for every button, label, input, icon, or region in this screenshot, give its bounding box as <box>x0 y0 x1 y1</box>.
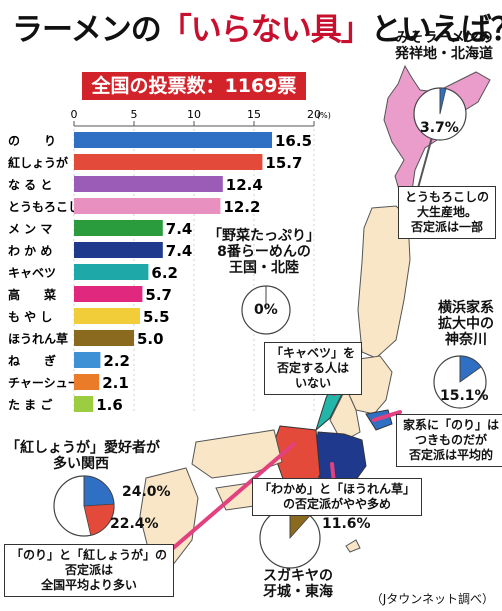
hokkaido-note: とうもろこしの 大生産地。 否定派は一部 <box>398 186 497 239</box>
bar <box>74 220 163 236</box>
value-label: 7.4 <box>166 220 193 238</box>
kanagawa-label: 横浜家系 拡大中の 神奈川 <box>438 300 494 348</box>
hokkaido-pie <box>413 87 467 141</box>
bar <box>74 264 149 280</box>
value-label: 2.2 <box>103 352 130 370</box>
category-label: 高 菜 <box>8 287 56 302</box>
kansai-note: 「のり」と「紅しょうが」の 否定派は 全国平均より多い <box>4 544 175 597</box>
kanagawa-note: 家系に「のり」は つきものだが 否定派は平均的 <box>396 414 502 467</box>
kansai-pie <box>53 475 115 537</box>
hokuriku-pct: 0% <box>254 302 278 318</box>
axis-ticks: 0 5 10 15 20(%) <box>71 108 331 127</box>
bar <box>74 374 100 390</box>
value-label: 5.7 <box>145 286 172 304</box>
source-note: （Jタウンネット調べ） <box>370 592 494 606</box>
hokuriku-label: 「野菜たっぷり」 8番らーめんの 王国・北陸 <box>208 228 320 276</box>
hokkaido-label: みそラーメンの 発祥地・北海道 <box>395 30 493 62</box>
category-label: メ ン マ <box>8 222 52 236</box>
category-label: た ま ご <box>8 397 53 412</box>
x-unit-label: (%) <box>317 111 331 120</box>
value-label: 1.6 <box>96 396 123 414</box>
tokai-pct: 11.6% <box>322 516 371 532</box>
pies <box>53 87 487 569</box>
category-label: チャーシュー <box>8 376 80 390</box>
bars: の り 16.5 紅しょうが 15.7 な る と 12.4 とうもろこし 12.2 メ ン マ… <box>8 132 312 414</box>
kanagawa-pct: 15.1% <box>440 388 489 404</box>
bar <box>74 176 223 192</box>
value-label: 2.1 <box>102 374 129 392</box>
category-label: の り <box>8 134 56 148</box>
hokuriku-pie <box>241 285 291 335</box>
bar <box>74 330 134 346</box>
tokai-note: 「わかめ」と「ほうれん草」 の否定派がやや多め <box>252 478 423 516</box>
vote-count-banner: 全国の投票数：1169票 <box>82 72 306 100</box>
value-label: 15.7 <box>265 154 302 172</box>
value-label: 16.5 <box>275 132 312 150</box>
value-label: 6.2 <box>151 264 178 282</box>
category-label: 紅しょうが <box>8 155 68 170</box>
tokai-pie <box>259 507 321 569</box>
x-tick-label: 10 <box>187 108 201 121</box>
category-label: な る と <box>8 178 52 192</box>
value-label: 12.4 <box>226 176 263 194</box>
tokai-label: スガキヤの 牙城・東海 <box>263 568 333 600</box>
bar <box>74 242 163 258</box>
bar <box>74 286 143 302</box>
kansai-label: 「紅しょうが」愛好者が 多い関西 <box>6 440 160 472</box>
category-label: とうもろこし <box>8 200 80 214</box>
x-tick-label: 0 <box>71 108 78 121</box>
category-label: ね ぎ <box>8 353 56 368</box>
category-label: キャベツ <box>8 266 56 280</box>
category-label: も や し <box>8 310 52 324</box>
value-label: 12.2 <box>223 198 260 216</box>
category-label: わ か め <box>8 244 52 258</box>
page-title: ラーメンの「いらない具」といえば？ <box>12 12 502 48</box>
x-tick-label: 5 <box>131 108 138 121</box>
bar <box>74 198 221 214</box>
bar <box>74 154 263 170</box>
hokuriku-note: 「キャベツ」を 否定する人は いない <box>264 342 363 395</box>
category-label: ほうれん草 <box>8 331 68 346</box>
kansai-pct-benishoga: 22.4% <box>110 516 159 532</box>
chugoku-region <box>191 429 283 479</box>
value-label: 7.4 <box>166 242 193 260</box>
bar <box>74 308 140 324</box>
kansai-pct-nori: 24.0% <box>122 484 171 500</box>
kanagawa-pointer <box>372 410 402 422</box>
hokkaido-pct: 3.7% <box>420 120 459 136</box>
bar <box>74 352 101 368</box>
x-tick-label: 20 <box>307 108 321 121</box>
value-label: 5.5 <box>143 308 170 326</box>
okinawa-region <box>345 539 361 553</box>
pie-slice <box>83 503 115 536</box>
pie-slice <box>83 475 115 507</box>
x-tick-label: 15 <box>247 108 261 121</box>
value-label: 5.0 <box>137 330 164 348</box>
kanagawa-pie <box>433 355 487 409</box>
bar <box>74 132 272 148</box>
bar <box>74 396 94 412</box>
